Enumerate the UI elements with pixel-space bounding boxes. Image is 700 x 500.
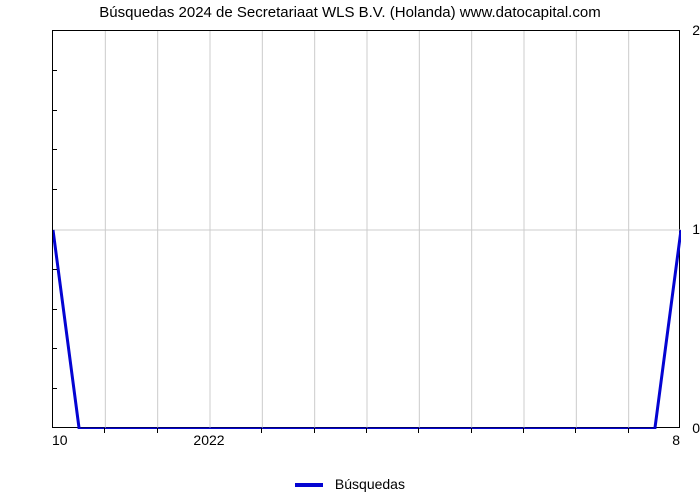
y-minor-tick [52,269,57,270]
legend-swatch [295,483,323,487]
y-tick-label: 2 [656,22,700,38]
x-tick-label: 8 [672,432,680,448]
y-minor-tick [52,110,57,111]
x-minor-tick [575,428,576,433]
x-minor-tick [261,428,262,433]
y-minor-tick [52,189,57,190]
y-minor-tick [52,149,57,150]
legend: Búsquedas [0,476,700,492]
chart-container: { "chart": { "type": "line", "title": "B… [0,0,700,500]
x-minor-tick [628,428,629,433]
x-minor-tick [418,428,419,433]
x-tick-label: 2022 [193,432,224,448]
x-minor-tick [157,428,158,433]
x-tick-label: 10 [52,432,68,448]
y-minor-tick [52,348,57,349]
plot-area [52,30,680,428]
x-minor-tick [471,428,472,433]
y-minor-tick [52,70,57,71]
y-minor-tick [52,388,57,389]
chart-title: Búsquedas 2024 de Secretariaat WLS B.V. … [0,4,700,21]
plot-svg [53,31,681,429]
x-minor-tick [523,428,524,433]
x-minor-tick [314,428,315,433]
y-tick-label: 1 [656,221,700,237]
x-minor-tick [104,428,105,433]
legend-label: Búsquedas [335,476,405,492]
x-minor-tick [366,428,367,433]
y-minor-tick [52,309,57,310]
